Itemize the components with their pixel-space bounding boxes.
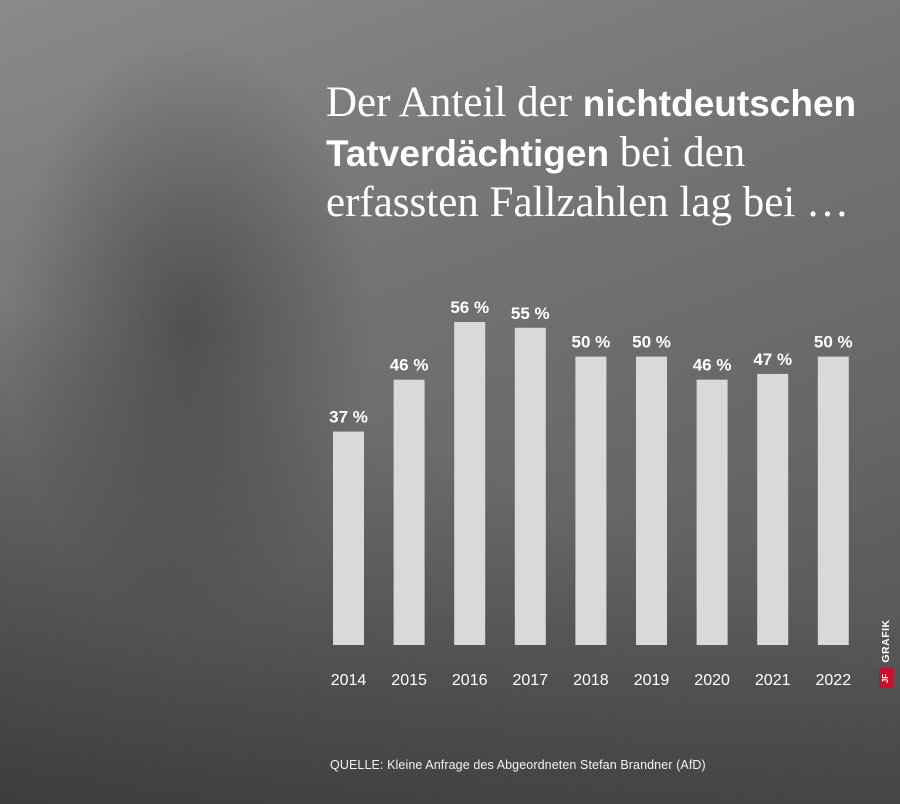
bar-2019	[636, 356, 667, 645]
brand-badge-text: JF	[881, 673, 891, 683]
source-note: QUELLE: Kleine Anfrage des Abgeordneten …	[330, 758, 706, 772]
x-tick-label-2019: 2019	[634, 672, 670, 689]
brand-label: GRAFIK	[880, 619, 892, 663]
data-label-2019: 50 %	[632, 333, 671, 352]
x-tick-label-2020: 2020	[694, 672, 730, 689]
chart-title: Der Anteil der nichtdeutschen Tatverdäch…	[326, 78, 886, 227]
brand-mark: GRAFIK JF	[876, 610, 896, 688]
bar-2020	[696, 379, 728, 645]
data-label-2014: 37 %	[329, 408, 368, 427]
x-tick-label-2021: 2021	[755, 672, 791, 689]
data-label-2016: 56 %	[450, 298, 489, 317]
x-tick-label-2014: 2014	[331, 672, 367, 689]
data-label-2015: 46 %	[390, 356, 429, 375]
title-part-2: bei den erfassten Fallzahlen lag bei …	[326, 129, 849, 226]
bar-2022	[817, 356, 849, 645]
x-tick-label-2016: 2016	[452, 672, 488, 689]
data-label-2018: 50 %	[572, 333, 611, 352]
title-bold: nichtdeutschen Tatverdächtigen	[326, 83, 857, 174]
bar-2021	[757, 373, 789, 645]
x-tick-label-2017: 2017	[513, 672, 549, 689]
bar-2014	[333, 431, 364, 645]
data-label-2021: 47 %	[753, 350, 792, 369]
data-label-2022: 50 %	[814, 333, 853, 352]
title-part-1: Der Anteil der	[326, 79, 583, 126]
bar-2017	[514, 327, 546, 645]
bar-2016	[454, 322, 486, 645]
x-tick-label-2015: 2015	[391, 672, 427, 689]
data-label-2017: 55 %	[511, 304, 550, 323]
data-label-2020: 46 %	[693, 356, 732, 375]
bar-2015	[393, 379, 425, 645]
x-tick-label-2018: 2018	[573, 672, 609, 689]
brand-badge: JF	[879, 668, 893, 688]
bar-2018	[575, 356, 607, 645]
x-tick-label-2022: 2022	[816, 672, 852, 689]
